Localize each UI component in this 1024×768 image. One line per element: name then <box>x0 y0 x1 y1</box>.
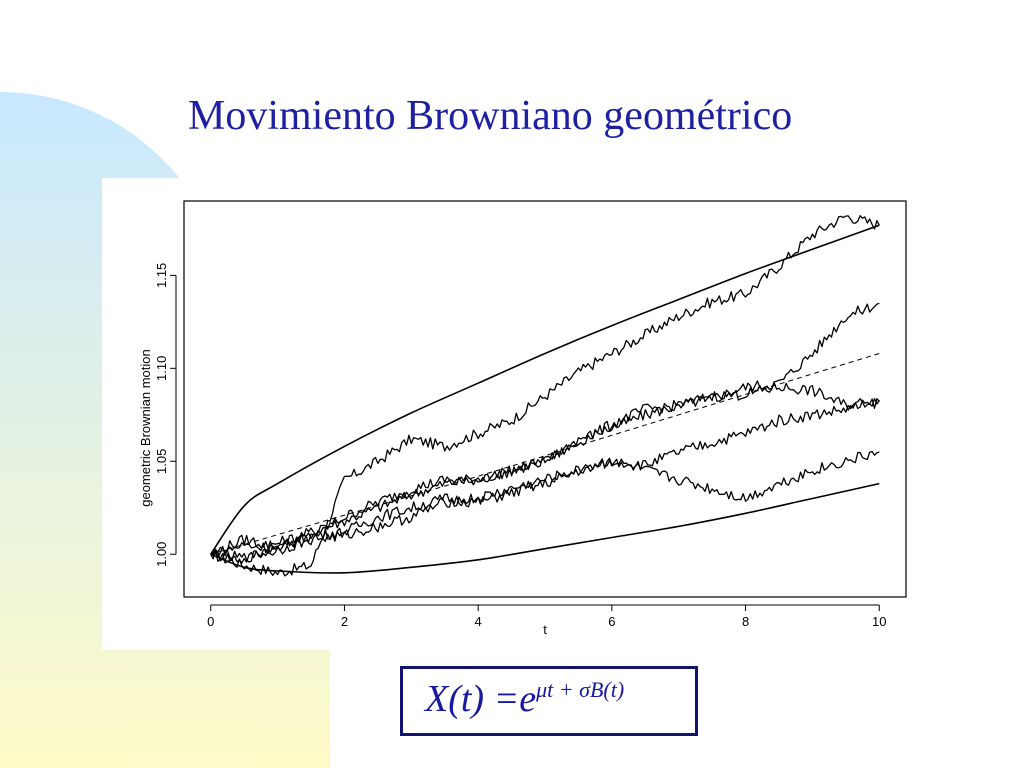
sample-path-3 <box>210 382 880 556</box>
y-tick-label: 1.15 <box>154 263 169 288</box>
formula-box: X(t) =eμt + σB(t) <box>400 666 698 736</box>
gbm-chart: 0 2 4 6 8 10 1.00 1.05 1.10 1.15 geometric Browni… <box>138 200 907 637</box>
x-tick-label: 6 <box>608 614 615 629</box>
plot-frame <box>183 200 907 598</box>
y-tick-label: 1.05 <box>154 449 169 474</box>
formula: X(t) =eμt + σB(t) <box>425 677 624 721</box>
lower-envelope-line <box>210 482 880 574</box>
x-tick-label: 10 <box>872 614 886 629</box>
slide-title: Movimiento Browniano geométrico <box>188 93 793 139</box>
x-tick-label: 8 <box>742 614 749 629</box>
x-axis-title: t <box>543 622 547 637</box>
y-axis-title: geometric Brownian motion <box>138 349 153 507</box>
y-tick-label: 1.00 <box>154 542 169 567</box>
x-tick-label: 4 <box>475 614 482 629</box>
upper-envelope-line <box>210 224 880 555</box>
x-tick-label: 2 <box>341 614 348 629</box>
formula-exponent: μt + σB(t) <box>536 677 625 702</box>
formula-main: X(t) =e <box>425 678 537 720</box>
x-tick-label: 0 <box>207 614 214 629</box>
sample-path-2 <box>210 302 880 564</box>
sample-path-5 <box>210 450 880 563</box>
y-tick-label: 1.10 <box>154 356 169 381</box>
